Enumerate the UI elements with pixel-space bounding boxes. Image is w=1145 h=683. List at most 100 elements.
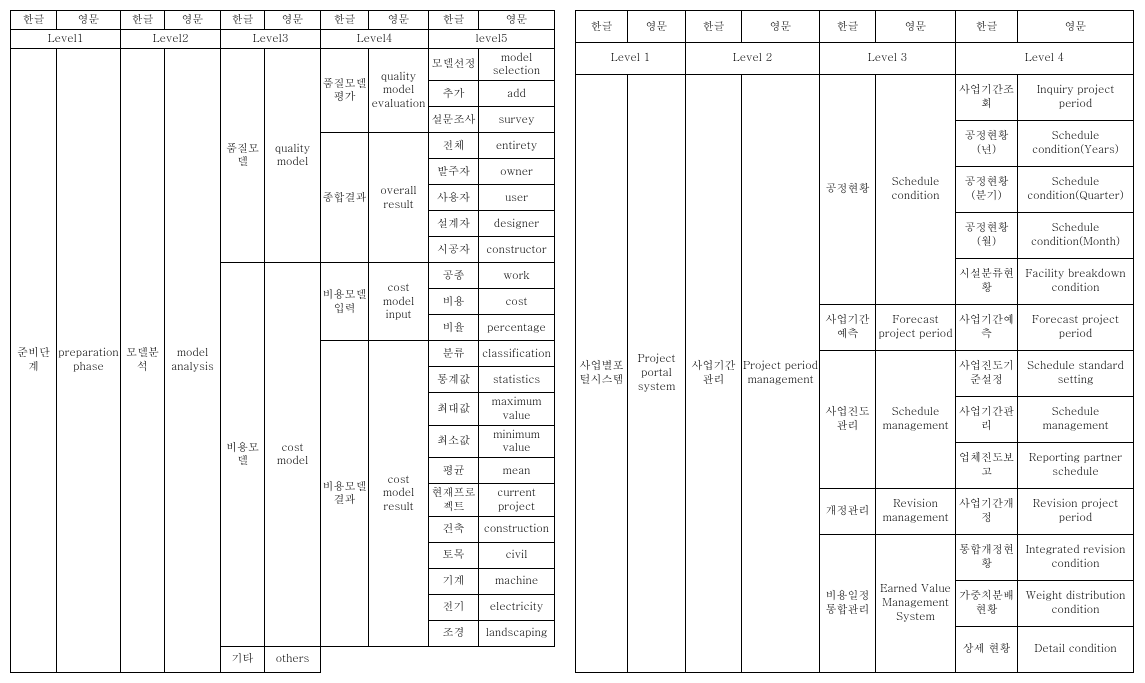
l5-en: add xyxy=(479,81,555,107)
l3-en: Schedule condition xyxy=(876,74,956,304)
l5-kr: 사용자 xyxy=(429,185,479,211)
l1-kr: 사업별포털시스템 xyxy=(576,74,628,672)
col-header-en: 영문 xyxy=(165,11,221,30)
l5-kr: 현재프로젝트 xyxy=(429,484,479,517)
l3-kr: 사업진도관리 xyxy=(820,350,876,488)
l5-en: classification xyxy=(479,341,555,367)
l5-kr: 통계값 xyxy=(429,367,479,393)
l4-en: Schedule condition(Years) xyxy=(1018,120,1134,166)
l5-kr: 시공자 xyxy=(429,237,479,263)
l5-kr: 분류 xyxy=(429,341,479,367)
l3-en: Forecast project period xyxy=(876,304,956,350)
l5-kr: 전기 xyxy=(429,594,479,620)
l4-en: cost model result xyxy=(369,341,429,647)
l4-kr: 사업기간관리 xyxy=(956,396,1018,442)
l3-kr: 비용모델 xyxy=(221,263,265,647)
l4-en: cost model input xyxy=(369,263,429,341)
col-header-en: 영문 xyxy=(628,11,686,43)
level-header: Level3 xyxy=(221,29,321,48)
l5-en: statistics xyxy=(479,367,555,393)
l3-en: Earned Value Management System xyxy=(876,534,956,672)
l2-en: Project period management xyxy=(742,74,820,672)
l4-en: quality model evaluation xyxy=(369,48,429,133)
l5-kr: 건축 xyxy=(429,516,479,542)
col-header-en: 영문 xyxy=(369,11,429,30)
l5-kr: 조경 xyxy=(429,620,479,646)
l3-kr: 사업기간예측 xyxy=(820,304,876,350)
l5-kr: 모델선정 xyxy=(429,48,479,81)
l4-en: Schedule condition(Quarter) xyxy=(1018,166,1134,212)
l5-en: constructor xyxy=(479,237,555,263)
col-header-kr: 한글 xyxy=(221,11,265,30)
l4-en: Schedule standard setting xyxy=(1018,350,1134,396)
l5-en: maximum value xyxy=(479,393,555,426)
col-header-en: 영문 xyxy=(265,11,321,30)
l5-en: electricity xyxy=(479,594,555,620)
l5-en: current project xyxy=(479,484,555,517)
l4-kr: 사업기간개정 xyxy=(956,488,1018,534)
col-header-kr: 한글 xyxy=(121,11,165,30)
col-header-en: 영문 xyxy=(1018,11,1134,43)
l4-kr: 시설분류현황 xyxy=(956,258,1018,304)
l5-kr: 기타 xyxy=(221,646,265,672)
left-hierarchy-table: 한글영문한글영문한글영문한글영문한글영문Level1Level2Level3Le… xyxy=(10,10,555,673)
l1-en: preparation phase xyxy=(57,48,121,672)
l4-kr: 사업진도기준설정 xyxy=(956,350,1018,396)
col-header-kr: 한글 xyxy=(686,11,742,43)
l5-en: survey xyxy=(479,107,555,133)
l5-kr: 설계자 xyxy=(429,211,479,237)
l5-kr: 최대값 xyxy=(429,393,479,426)
l4-kr: 가중치분배현황 xyxy=(956,580,1018,626)
l5-en: work xyxy=(479,263,555,289)
l5-kr: 공종 xyxy=(429,263,479,289)
col-header-en: 영문 xyxy=(479,11,555,30)
l4-en: Integrated revision condition xyxy=(1018,534,1134,580)
l3-kr: 공정현황 xyxy=(820,74,876,304)
l5-en: construction xyxy=(479,516,555,542)
l4-kr: 사업기간조회 xyxy=(956,74,1018,120)
l4-en: Revision project period xyxy=(1018,488,1134,534)
l5-kr: 비용 xyxy=(429,289,479,315)
l5-en: machine xyxy=(479,568,555,594)
l3-en: quality model xyxy=(265,48,321,263)
l4-en: Detail condition xyxy=(1018,626,1134,672)
l3-en: cost model xyxy=(265,263,321,647)
l4-kr: 비용모델결과 xyxy=(321,341,369,647)
l5-kr: 토목 xyxy=(429,542,479,568)
col-header-en: 영문 xyxy=(57,11,121,30)
l5-kr: 최소값 xyxy=(429,425,479,458)
l5-kr: 평균 xyxy=(429,458,479,484)
level-header: level5 xyxy=(429,29,555,48)
l5-en: civil xyxy=(479,542,555,568)
l5-en: owner xyxy=(479,159,555,185)
l3-en: Revision management xyxy=(876,488,956,534)
l5-kr: 발주자 xyxy=(429,159,479,185)
l4-kr: 상세 현황 xyxy=(956,626,1018,672)
l4-kr: 종합결과 xyxy=(321,133,369,263)
l5-en: landscaping xyxy=(479,620,555,646)
l4-kr: 공정현황(분기) xyxy=(956,166,1018,212)
l3-kr: 개정관리 xyxy=(820,488,876,534)
level-header: Level 4 xyxy=(956,42,1134,74)
l5-kr: 설문조사 xyxy=(429,107,479,133)
l4-kr: 품질모델평가 xyxy=(321,48,369,133)
l5-kr: 비율 xyxy=(429,315,479,341)
l4-kr: 공정현황(년) xyxy=(956,120,1018,166)
l4-kr: 공정현황(월) xyxy=(956,212,1018,258)
l3-en: Schedule management xyxy=(876,350,956,488)
col-header-kr: 한글 xyxy=(576,11,628,43)
page-container: 한글영문한글영문한글영문한글영문한글영문Level1Level2Level3Le… xyxy=(10,10,1135,673)
l4-en: Schedule condition(Month) xyxy=(1018,212,1134,258)
l4-en: Facility breakdown condition xyxy=(1018,258,1134,304)
l1-en: Project portal system xyxy=(628,74,686,672)
level-header: Level 3 xyxy=(820,42,956,74)
l5-en: cost xyxy=(479,289,555,315)
col-header-kr: 한글 xyxy=(956,11,1018,43)
col-header-en: 영문 xyxy=(742,11,820,43)
level-header: Level 2 xyxy=(686,42,820,74)
l2-kr: 사업기간관리 xyxy=(686,74,742,672)
level-header: Level 1 xyxy=(576,42,686,74)
l4-en: Inquiry project period xyxy=(1018,74,1134,120)
l5-kr: 추가 xyxy=(429,81,479,107)
l4-kr: 사업기간예측 xyxy=(956,304,1018,350)
